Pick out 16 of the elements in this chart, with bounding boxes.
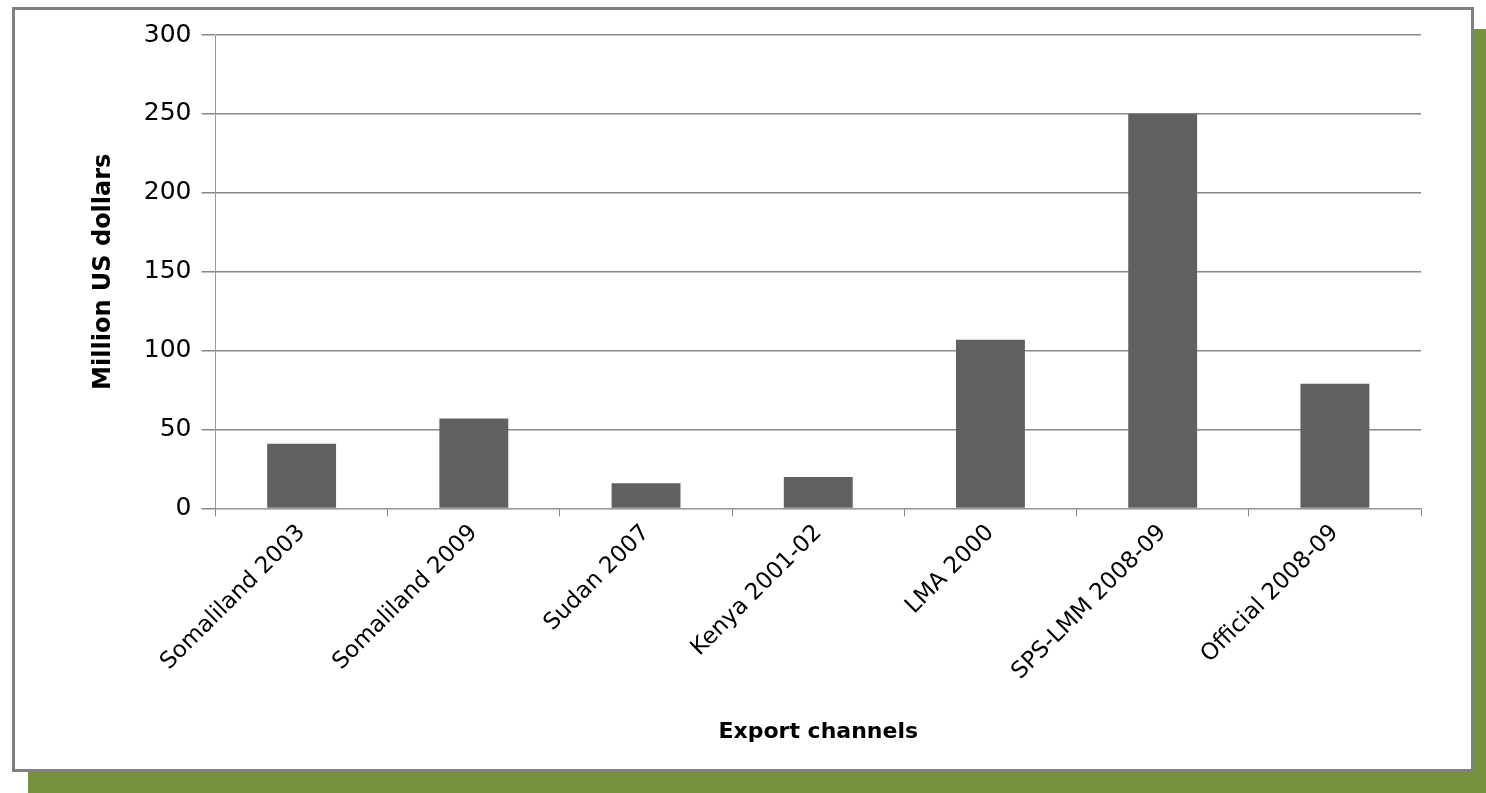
bar (1300, 383, 1370, 508)
y-tick-label: 100 (143, 334, 192, 364)
y-tick-label: 150 (143, 255, 192, 285)
y-tick-label: 300 (143, 18, 192, 48)
y-tick-label: 250 (143, 97, 192, 127)
bar (956, 339, 1025, 508)
bar (783, 476, 853, 508)
y-tick-label: 50 (159, 413, 192, 443)
bar (439, 418, 509, 508)
y-axis-title: Million US dollars (87, 153, 116, 390)
bar (611, 483, 681, 508)
bar (267, 443, 337, 508)
y-tick-label: 200 (143, 176, 192, 206)
y-tick-label: 0 (175, 492, 192, 522)
x-axis-title: Export channels (718, 717, 919, 743)
bar (1128, 113, 1198, 508)
